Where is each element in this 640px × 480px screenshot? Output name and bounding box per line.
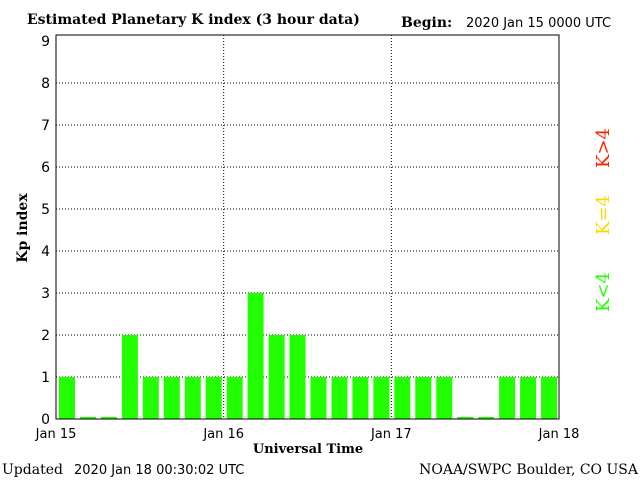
y-tick-label: 9 [41,34,50,50]
y-tick-label: 4 [41,244,50,260]
chart-title: Estimated Planetary K index (3 hour data… [27,12,360,28]
kp-bar [184,377,201,419]
kp-bar [142,377,159,419]
kp-bar [247,293,264,419]
credit-text: NOAA/SWPC Boulder, CO USA [419,462,639,478]
kp-bar [205,377,222,419]
bars-group [59,293,557,419]
y-axis-label: Kp index [15,193,31,263]
updated-value: 2020 Jan 18 00:30:02 UTC [74,463,244,478]
updated-label: Updated [2,462,63,478]
plot-frame [55,34,560,420]
x-tick-label: Jan 18 [538,427,580,442]
legend-k-equal: K=4 [593,195,614,235]
kp-bar [352,377,369,419]
y-tick-label: 8 [41,76,50,92]
kp-bar [100,416,117,419]
x-tick-label: Jan 17 [370,427,412,442]
y-tick-label: 3 [41,286,50,302]
kp-bar [289,335,306,419]
kp-bar [80,416,96,419]
kp-bar [331,377,348,419]
y-tick-label: 7 [41,118,50,134]
x-tick-label: Jan 16 [202,427,244,442]
kp-bar [541,377,557,419]
kp-bar [520,377,537,419]
kp-bar [373,377,390,419]
y-tick-labels: 0 1 2 3 4 5 6 7 8 9 [41,34,50,428]
kp-bar [457,416,474,419]
y-tick-label: 1 [41,370,50,386]
kp-bar [121,335,138,419]
x-axis-label: Universal Time [253,442,363,457]
begin-label: Begin: [401,15,452,31]
legend-k-less: K<4 [593,272,614,312]
kp-bar [226,377,243,419]
y-tick-label: 0 [41,412,50,428]
kp-bar [478,416,495,419]
kp-bar [163,377,180,419]
kp-bar [310,377,327,419]
x-tick-label: Jan 15 [35,427,77,442]
grid-lines [56,35,559,419]
kp-bar [415,377,432,419]
begin-value: 2020 Jan 15 0000 UTC [466,16,611,31]
y-tick-label: 2 [41,328,50,344]
x-tick-labels: Jan 15 Jan 16 Jan 17 Jan 18 [35,427,580,442]
legend-k-greater: K>4 [593,128,614,168]
y-tick-label: 5 [41,202,50,218]
kp-bar [499,377,516,419]
kp-bar [59,377,75,419]
kp-bar [436,377,453,419]
kp-bar [268,335,285,419]
y-tick-label: 6 [41,160,50,176]
kp-bar [394,377,411,419]
